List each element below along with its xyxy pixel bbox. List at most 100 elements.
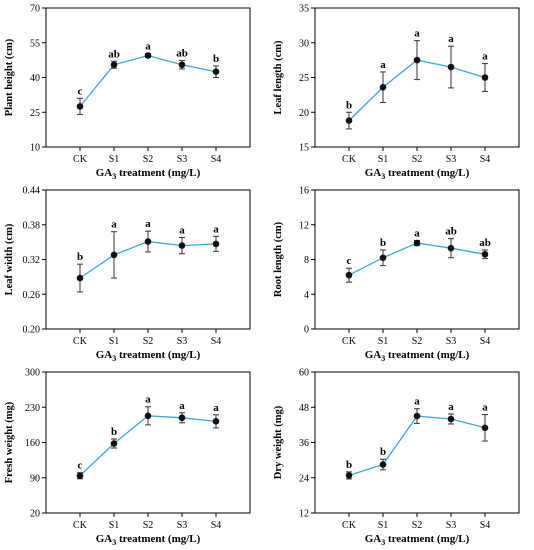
data-point xyxy=(110,251,118,259)
significance-label: a xyxy=(380,59,386,71)
x-tick-label: CK xyxy=(342,336,357,347)
x-axis-label-rest: treatment (mg/L) xyxy=(385,349,469,361)
y-axis-label: Fresh weight (mg) xyxy=(4,401,15,483)
x-axis-label: GA3 treatment (mg/L) xyxy=(365,167,470,181)
data-point xyxy=(144,52,152,59)
y-axis-label: Plant height (cm) xyxy=(4,38,15,116)
y-tick-label: 0.44 xyxy=(23,186,41,197)
x-tick-label: S2 xyxy=(412,520,423,531)
x-tick-label: S2 xyxy=(412,336,423,347)
data-point xyxy=(144,238,152,245)
x-axis-label-subscript: 3 xyxy=(381,172,385,181)
data-point xyxy=(481,250,489,258)
x-tick-label: S3 xyxy=(446,520,457,531)
y-tick-label: 70 xyxy=(30,4,40,15)
significance-label: a xyxy=(482,51,488,63)
significance-label: a xyxy=(414,227,420,239)
y-tick-label: 0.20 xyxy=(23,325,41,336)
x-tick-label: S4 xyxy=(480,520,491,531)
chart-panel-1: 10 25 40 55 70 CK S1 S2 S3 S4 Plant height (cm) GA3… xyxy=(4,4,251,181)
x-tick-label: S2 xyxy=(143,336,154,347)
y-tick-label: 15 xyxy=(299,143,309,154)
significance-label: ab xyxy=(479,237,491,249)
x-tick-label: S1 xyxy=(109,520,120,531)
significance-label: ab xyxy=(108,48,120,60)
x-tick-label: CK xyxy=(342,520,357,531)
data-point xyxy=(212,68,220,76)
y-tick-label: 40 xyxy=(30,73,40,84)
x-axis-label-main: GA xyxy=(365,533,382,545)
series-line xyxy=(348,415,486,477)
significance-label: a xyxy=(213,223,219,235)
data-point xyxy=(413,56,421,64)
x-tick-label: S4 xyxy=(211,336,222,347)
y-tick-label: 0.38 xyxy=(23,220,41,231)
chart-panel-4: 0 4 8 12 16 CK S1 S2 S3 S4 Root length (cm) GA3 tre… xyxy=(273,186,520,363)
x-tick-label: CK xyxy=(73,154,88,165)
x-tick-label: S3 xyxy=(177,520,188,531)
data-point xyxy=(144,412,152,420)
significance-label: b xyxy=(380,237,386,249)
y-tick-label: 12 xyxy=(299,509,309,520)
y-tick-label: 160 xyxy=(25,438,40,449)
significance-label: a xyxy=(482,402,488,414)
x-axis-label: GA3 treatment (mg/L) xyxy=(96,533,201,547)
x-axis-label-main: GA xyxy=(365,167,382,179)
significance-label: b xyxy=(380,446,386,458)
x-tick-label: S4 xyxy=(211,520,222,531)
y-tick-label: 4 xyxy=(304,290,309,301)
data-point xyxy=(481,424,489,432)
x-tick-label: S1 xyxy=(378,336,389,347)
data-point xyxy=(379,83,387,91)
significance-label: ab xyxy=(176,48,188,60)
x-tick-label: S2 xyxy=(412,154,423,165)
y-axis-label: Leaf width (cm) xyxy=(4,223,15,295)
x-tick-label: S3 xyxy=(446,336,457,347)
y-tick-label: 36 xyxy=(299,438,309,449)
y-tick-label: 60 xyxy=(299,368,309,379)
x-tick-label: S1 xyxy=(378,154,389,165)
x-tick-label: S2 xyxy=(143,520,154,531)
y-tick-label: 8 xyxy=(304,255,309,266)
x-tick-label: CK xyxy=(73,336,88,347)
x-tick-label: CK xyxy=(73,520,88,531)
data-point xyxy=(178,414,186,422)
data-point xyxy=(110,61,118,69)
y-tick-label: 25 xyxy=(30,108,40,119)
y-axis-label: Leaf length (cm) xyxy=(273,40,284,115)
y-tick-label: 16 xyxy=(299,186,309,197)
data-point xyxy=(76,274,84,282)
significance-label: a xyxy=(145,394,151,406)
x-axis-label-main: GA xyxy=(96,167,113,179)
chart-panel-6: 12 24 36 48 60 CK S1 S2 S3 S4 Dry weight (mg) GA3 t… xyxy=(273,368,520,547)
data-point xyxy=(76,472,84,480)
significance-label: a xyxy=(213,402,219,414)
data-point xyxy=(447,244,455,252)
x-axis-label-subscript: 3 xyxy=(381,538,385,547)
y-tick-label: 35 xyxy=(299,4,309,15)
y-tick-label: 20 xyxy=(299,108,309,119)
x-axis-label-rest: treatment (mg/L) xyxy=(385,533,469,545)
significance-label: b xyxy=(346,459,352,471)
x-tick-label: S3 xyxy=(177,154,188,165)
data-point xyxy=(447,415,455,423)
data-point xyxy=(413,239,421,247)
x-tick-label: S1 xyxy=(109,154,120,165)
x-axis-label-rest: treatment (mg/L) xyxy=(385,167,469,179)
data-point xyxy=(379,254,387,262)
data-point xyxy=(212,418,220,425)
y-axis-label: Dry weight (mg) xyxy=(273,405,284,479)
x-axis-label-subscript: 3 xyxy=(112,354,116,363)
significance-label: b xyxy=(213,53,219,65)
significance-label: b xyxy=(346,99,352,111)
significance-label: c xyxy=(78,85,83,97)
y-axis-label: Root length (cm) xyxy=(273,221,284,297)
data-point xyxy=(110,440,118,447)
x-tick-label: S3 xyxy=(446,154,457,165)
data-point xyxy=(447,63,455,71)
chart-panel-3: 0.20 0.26 0.32 0.38 0.44 CK S1 S2 S3 S4 Leaf width… xyxy=(4,186,251,363)
x-tick-label: S1 xyxy=(109,336,120,347)
data-point xyxy=(481,74,489,81)
data-point xyxy=(178,61,186,69)
series-line xyxy=(348,242,486,276)
